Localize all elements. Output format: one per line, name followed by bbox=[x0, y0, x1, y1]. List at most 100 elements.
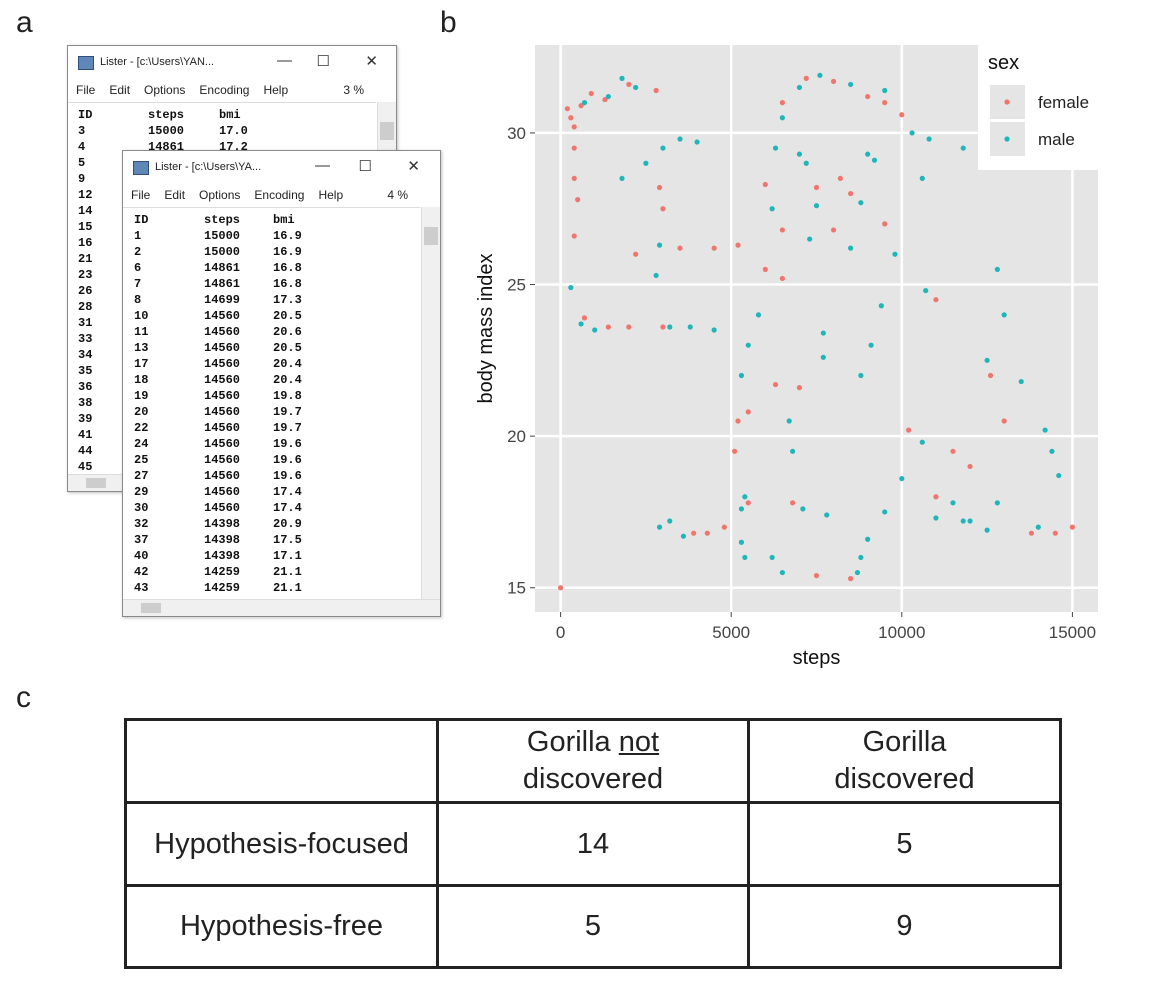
cell: 16 bbox=[78, 236, 93, 250]
table-cell: Hypothesis-free bbox=[124, 884, 439, 969]
point bbox=[592, 327, 598, 333]
point bbox=[721, 524, 727, 530]
data-row: 45 bbox=[68, 459, 376, 475]
point bbox=[575, 197, 581, 203]
point bbox=[882, 100, 888, 106]
cell: 26 bbox=[78, 284, 93, 298]
menu-item[interactable]: Encoding bbox=[254, 188, 305, 202]
data-row: 7 14861 16.8 bbox=[123, 276, 420, 292]
point bbox=[933, 494, 939, 500]
cell: 14560 bbox=[204, 357, 241, 371]
scatter-chart: 15 20 25 30 0 5000 10000 15000 steps body mass in… bbox=[475, 45, 1098, 669]
cell: 28 bbox=[78, 300, 93, 314]
data-row: 15 bbox=[68, 219, 376, 235]
point bbox=[677, 245, 683, 251]
table-cell: 14 bbox=[436, 801, 750, 887]
point bbox=[755, 312, 762, 318]
cell: 14398 bbox=[204, 533, 241, 547]
point bbox=[858, 554, 864, 561]
cell: 19.7 bbox=[273, 405, 302, 419]
menu-item[interactable]: File bbox=[76, 83, 96, 97]
cell: 15000 bbox=[148, 124, 185, 138]
data-row: 1 15000 16.9 bbox=[123, 228, 420, 244]
menu-item[interactable]: Encoding bbox=[199, 83, 250, 97]
maximize-button[interactable]: ☐ bbox=[316, 53, 330, 70]
data-row: 18 14560 20.4 bbox=[123, 372, 420, 388]
point bbox=[571, 145, 577, 151]
point bbox=[687, 324, 693, 330]
cell: 12 bbox=[78, 188, 93, 202]
data-row: 42 14259 21.1 bbox=[123, 564, 420, 580]
cell: 14560 bbox=[204, 341, 241, 355]
close-button[interactable]: ✕ bbox=[365, 53, 378, 70]
cell: 33 bbox=[78, 332, 93, 346]
cell: 14398 bbox=[204, 517, 241, 531]
cell: 41 bbox=[78, 428, 93, 442]
minimize-button[interactable]: — bbox=[315, 157, 330, 174]
point bbox=[578, 321, 584, 327]
data-row: 30 14560 17.4 bbox=[123, 500, 420, 516]
header-word: Gorilla bbox=[526, 726, 611, 758]
horizontal-scrollbar[interactable] bbox=[123, 599, 440, 616]
point bbox=[653, 272, 659, 279]
menu-item[interactable]: Help bbox=[318, 188, 344, 202]
menu-item[interactable]: Options bbox=[144, 83, 186, 97]
header-text: Gorilla not discovered bbox=[478, 724, 708, 798]
data-row: 40 14398 17.1 bbox=[123, 548, 420, 564]
point bbox=[1001, 418, 1007, 424]
point bbox=[735, 242, 741, 248]
point bbox=[626, 81, 632, 88]
point bbox=[677, 136, 683, 142]
cell: 20.9 bbox=[273, 517, 302, 531]
point bbox=[871, 157, 878, 163]
menu-item[interactable]: Options bbox=[199, 188, 241, 202]
header-word: discovered bbox=[522, 763, 664, 795]
cell: 17.4 bbox=[273, 501, 302, 515]
minimize-button[interactable]: — bbox=[277, 52, 292, 69]
data-row: 26 bbox=[68, 283, 376, 299]
point bbox=[588, 90, 594, 97]
menu-item[interactable]: Edit bbox=[109, 83, 131, 97]
data-row: 5 bbox=[68, 155, 376, 171]
cell: 21.1 bbox=[273, 565, 302, 579]
menu-item[interactable]: Help bbox=[263, 83, 289, 97]
data-row: 34 bbox=[68, 347, 376, 363]
cell: 21 bbox=[78, 252, 93, 266]
maximize-button[interactable]: ☐ bbox=[358, 158, 372, 175]
data-row: 38 bbox=[68, 395, 376, 411]
data-row: 12 bbox=[68, 187, 376, 203]
column-header: steps bbox=[148, 108, 185, 122]
cell: 11 bbox=[134, 325, 149, 339]
cell: 14560 bbox=[204, 325, 241, 339]
point bbox=[933, 297, 939, 303]
cell: 44 bbox=[78, 444, 93, 458]
point bbox=[848, 245, 854, 251]
point bbox=[796, 84, 803, 91]
lister-window[interactable]: Lister - [c:\Users\YA... — ☐ ✕ File Edit O… bbox=[122, 150, 441, 617]
point bbox=[803, 75, 809, 81]
cell: 14560 bbox=[204, 501, 241, 515]
header-cell bbox=[124, 718, 439, 804]
x-axis-title: steps bbox=[793, 647, 841, 669]
table-cell: 5 bbox=[436, 884, 750, 969]
data-row: 11 14560 20.6 bbox=[123, 324, 420, 340]
data-row: 27 14560 19.6 bbox=[123, 468, 420, 484]
close-button[interactable]: ✕ bbox=[407, 158, 420, 175]
point bbox=[656, 242, 663, 248]
cell: 14699 bbox=[204, 293, 241, 307]
point bbox=[1056, 472, 1062, 479]
results-table: Gorilla not discovered Gorilla discovered… bbox=[124, 718, 1062, 969]
menu-item[interactable]: File bbox=[131, 188, 151, 202]
data-row: 37 14398 17.5 bbox=[123, 532, 420, 548]
cell: 21.1 bbox=[273, 581, 302, 595]
cell: 32 bbox=[134, 517, 149, 531]
table-row: Hypothesis-focused 14 5 bbox=[124, 801, 1062, 887]
point bbox=[909, 130, 915, 136]
point bbox=[882, 87, 888, 94]
point bbox=[605, 93, 611, 100]
cell: 8 bbox=[134, 293, 142, 307]
vertical-scrollbar[interactable] bbox=[421, 207, 440, 600]
menu-item[interactable]: Edit bbox=[164, 188, 186, 202]
point bbox=[926, 136, 932, 142]
